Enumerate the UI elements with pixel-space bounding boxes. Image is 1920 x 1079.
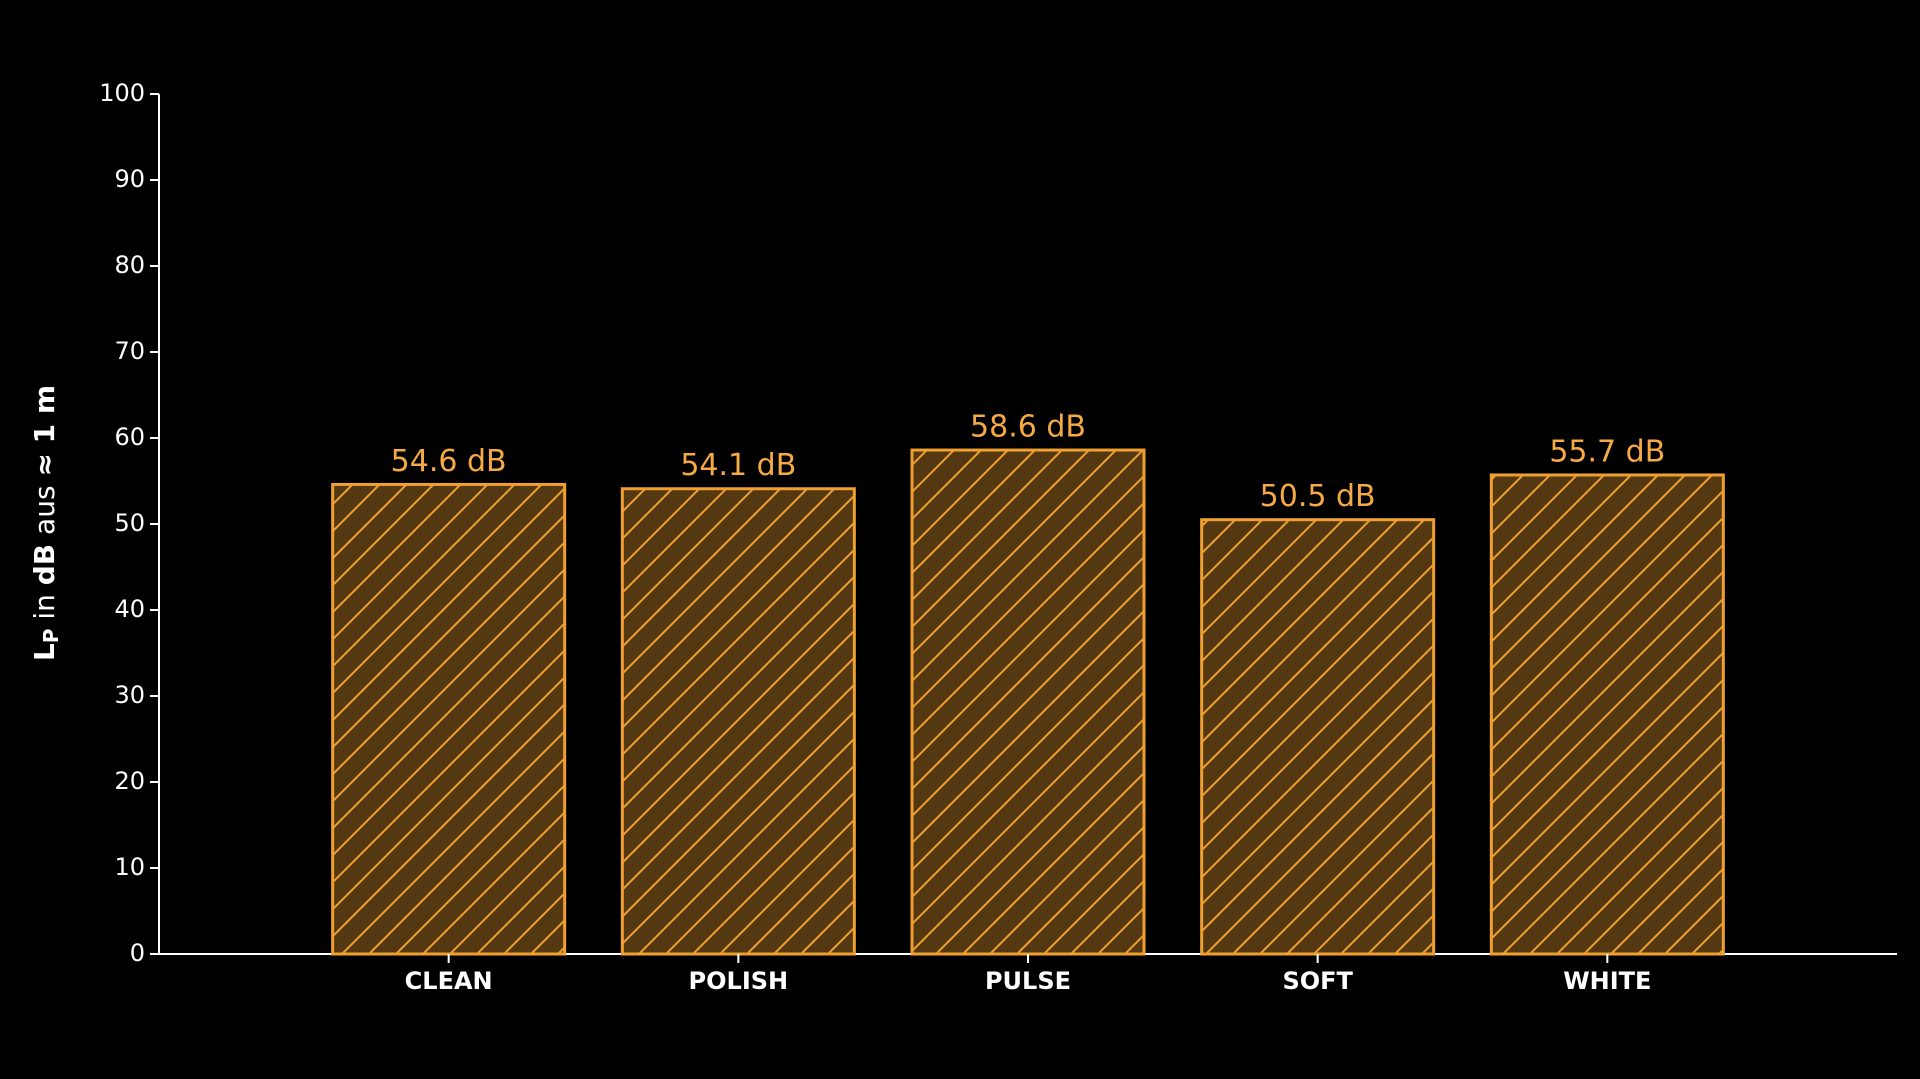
bar [620,487,856,956]
y-tick-label: 30 [114,681,145,709]
y-tick-label: 40 [114,595,145,623]
bar [910,448,1146,956]
bar [1200,518,1436,956]
value-label: 58.6 dB [970,410,1086,445]
value-label: 54.1 dB [680,448,796,483]
x-tick-label: SOFT [1282,967,1353,995]
y-label-part: in [28,585,61,628]
y-tick-label: 10 [114,853,145,881]
value-label: 54.6 dB [391,444,507,479]
x-tick-label: PULSE [985,967,1071,995]
y-label-part: P [39,629,63,644]
y-tick-label: 100 [99,79,145,107]
y-label-part: aus [28,477,61,544]
x-tick-label: WHITE [1563,967,1651,995]
y-label-part: dB [28,544,61,585]
y-tick-label: 70 [114,337,145,365]
y-tick-label: 60 [114,423,145,451]
x-tick-label: POLISH [689,967,789,995]
bar [331,482,567,956]
x-tick-label: CLEAN [405,967,493,995]
y-tick-label: 20 [114,767,145,795]
y-axis-label: LP in dB aus ≈ 1 m [28,385,63,661]
bar [1489,473,1725,956]
y-label-part: L [28,643,61,661]
y-tick-label: 80 [114,251,145,279]
value-label: 55.7 dB [1549,434,1665,469]
y-tick-label: 90 [114,165,145,193]
y-tick-label: 0 [130,939,145,967]
y-label-part: ≈ 1 m [28,385,61,477]
y-tick-label: 50 [114,509,145,537]
value-label: 50.5 dB [1260,479,1376,514]
